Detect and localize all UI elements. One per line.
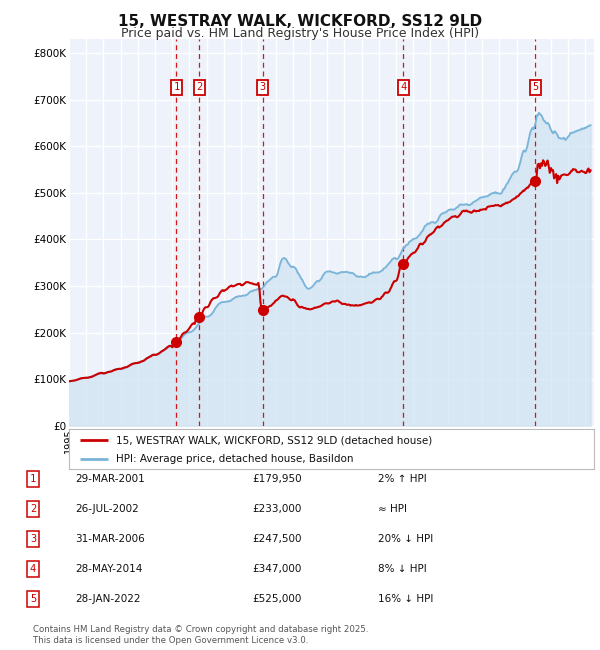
Text: 2: 2: [196, 83, 202, 92]
Text: 2: 2: [30, 504, 36, 514]
Text: 29-MAR-2001: 29-MAR-2001: [75, 474, 145, 484]
Text: Price paid vs. HM Land Registry's House Price Index (HPI): Price paid vs. HM Land Registry's House …: [121, 27, 479, 40]
Text: 2% ↑ HPI: 2% ↑ HPI: [378, 474, 427, 484]
Text: £347,000: £347,000: [252, 564, 301, 574]
Text: £179,950: £179,950: [252, 474, 302, 484]
Text: 8% ↓ HPI: 8% ↓ HPI: [378, 564, 427, 574]
Text: 1: 1: [30, 474, 36, 484]
Text: £247,500: £247,500: [252, 534, 302, 544]
Text: 15, WESTRAY WALK, WICKFORD, SS12 9LD (detached house): 15, WESTRAY WALK, WICKFORD, SS12 9LD (de…: [116, 436, 433, 445]
Text: Contains HM Land Registry data © Crown copyright and database right 2025.
This d: Contains HM Land Registry data © Crown c…: [33, 625, 368, 645]
Text: 3: 3: [30, 534, 36, 544]
Text: 26-JUL-2002: 26-JUL-2002: [75, 504, 139, 514]
Text: £525,000: £525,000: [252, 593, 301, 604]
Text: £233,000: £233,000: [252, 504, 301, 514]
Text: HPI: Average price, detached house, Basildon: HPI: Average price, detached house, Basi…: [116, 454, 354, 464]
Text: 4: 4: [30, 564, 36, 574]
Text: 28-MAY-2014: 28-MAY-2014: [75, 564, 142, 574]
Text: 20% ↓ HPI: 20% ↓ HPI: [378, 534, 433, 544]
Text: ≈ HPI: ≈ HPI: [378, 504, 407, 514]
Text: 4: 4: [400, 83, 406, 92]
Text: 3: 3: [260, 83, 266, 92]
Text: 16% ↓ HPI: 16% ↓ HPI: [378, 593, 433, 604]
Text: 31-MAR-2006: 31-MAR-2006: [75, 534, 145, 544]
Text: 5: 5: [30, 593, 36, 604]
Text: 28-JAN-2022: 28-JAN-2022: [75, 593, 140, 604]
Text: 15, WESTRAY WALK, WICKFORD, SS12 9LD: 15, WESTRAY WALK, WICKFORD, SS12 9LD: [118, 14, 482, 29]
Text: 5: 5: [532, 83, 538, 92]
Text: 1: 1: [173, 83, 179, 92]
